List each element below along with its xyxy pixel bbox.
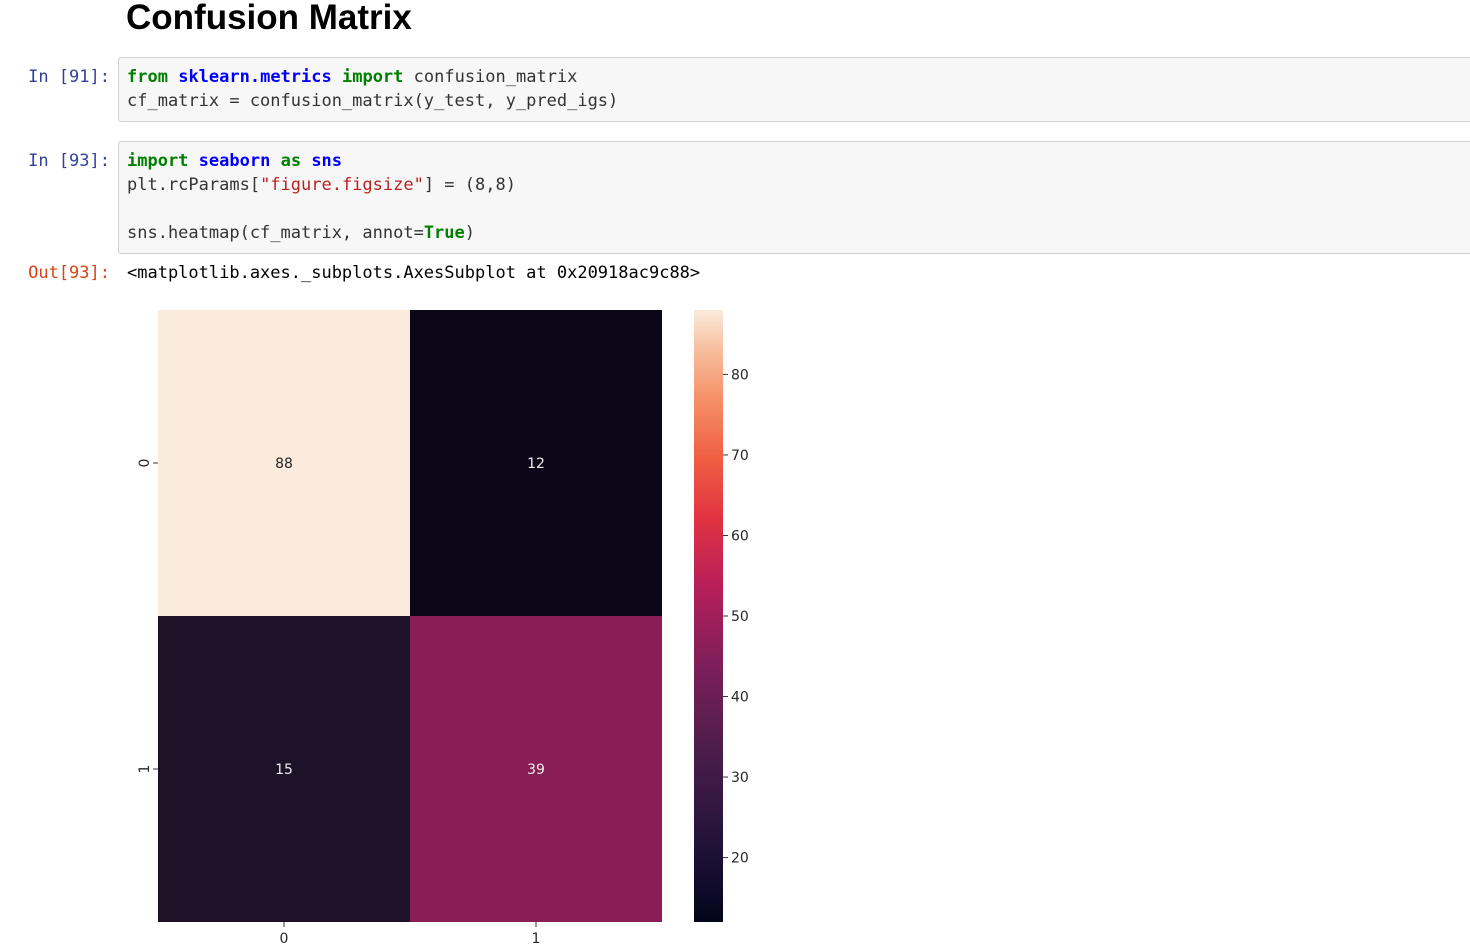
code-token: sklearn.metrics: [178, 67, 332, 87]
heatmap-cell-0-0: [158, 310, 410, 616]
heatmap-cell-1-0: [158, 616, 410, 922]
code-token: True: [423, 223, 465, 243]
code-line: from sklearn.metrics import confusion_ma…: [127, 65, 1469, 89]
code-cell-91[interactable]: from sklearn.metrics import confusion_ma…: [118, 57, 1470, 122]
confusion-matrix-heatmap: 88 12 15 39 0 1 0 1 20 30 40 50 60 70 80: [137, 310, 749, 947]
y-tick-label-0: 0: [137, 459, 153, 468]
heatmap-annotation-0-1: 12: [527, 456, 545, 472]
code-token: import: [127, 151, 189, 171]
cell-prompt-93: In [93]:: [28, 151, 110, 171]
colorbar-tick-label-60: 60: [731, 528, 749, 544]
code-token: ): [464, 223, 476, 243]
x-tick-label-1: 1: [532, 931, 541, 947]
code-token: sns.heatmap(cf_matrix, annot=: [127, 223, 424, 243]
colorbar-tick-label-80: 80: [731, 367, 749, 383]
code-token: plt.rcParams[: [127, 175, 261, 195]
code-token: import: [341, 67, 404, 87]
heatmap-cell-0-1: [410, 310, 662, 616]
section-heading: Confusion Matrix: [126, 0, 412, 37]
code-token: [188, 151, 198, 171]
cell-prompt-91: In [91]:: [28, 67, 110, 87]
code-token: sns: [311, 151, 343, 171]
colorbar-tick-label-50: 50: [731, 609, 749, 625]
code-token: confusion_matrix: [403, 67, 578, 87]
code-token: [168, 67, 178, 87]
code-token: [301, 151, 311, 171]
code-token: [332, 67, 342, 87]
colorbar: [694, 310, 723, 922]
code-token: cf_matrix = confusion_matrix(y_test, y_p…: [127, 91, 619, 111]
colorbar-tick-label-70: 70: [731, 448, 749, 464]
code-line: cf_matrix = confusion_matrix(y_test, y_p…: [127, 89, 1469, 113]
colorbar-tick-label-40: 40: [731, 690, 749, 706]
code-token: seaborn: [198, 151, 271, 171]
code-line: import seaborn as sns: [127, 149, 1469, 173]
colorbar-tick-label-20: 20: [731, 851, 749, 867]
code-line: [127, 197, 1469, 221]
y-tick-label-1: 1: [137, 765, 153, 774]
code-line: sns.heatmap(cf_matrix, annot=True): [127, 221, 1469, 245]
code-token: as: [280, 151, 302, 171]
colorbar-tick-label-30: 30: [731, 770, 749, 786]
output-repr-text: <matplotlib.axes._subplots.AxesSubplot a…: [127, 263, 701, 283]
heatmap-annotation-1-1: 39: [527, 762, 545, 778]
code-cell-93[interactable]: import seaborn as sns plt.rcParams["figur…: [118, 141, 1470, 254]
output-prompt-93: Out[93]:: [28, 263, 110, 283]
heatmap-annotation-0-0: 88: [275, 456, 293, 472]
heatmap-annotation-1-0: 15: [275, 762, 293, 778]
code-token: ] = (8,8): [423, 175, 516, 195]
heatmap-cell-1-1: [410, 616, 662, 922]
code-token: "figure.figsize": [260, 175, 424, 195]
code-token: [270, 151, 280, 171]
code-token: from: [127, 67, 168, 87]
x-tick-label-0: 0: [280, 931, 289, 947]
code-line: plt.rcParams["figure.figsize"] = (8,8): [127, 173, 1469, 197]
